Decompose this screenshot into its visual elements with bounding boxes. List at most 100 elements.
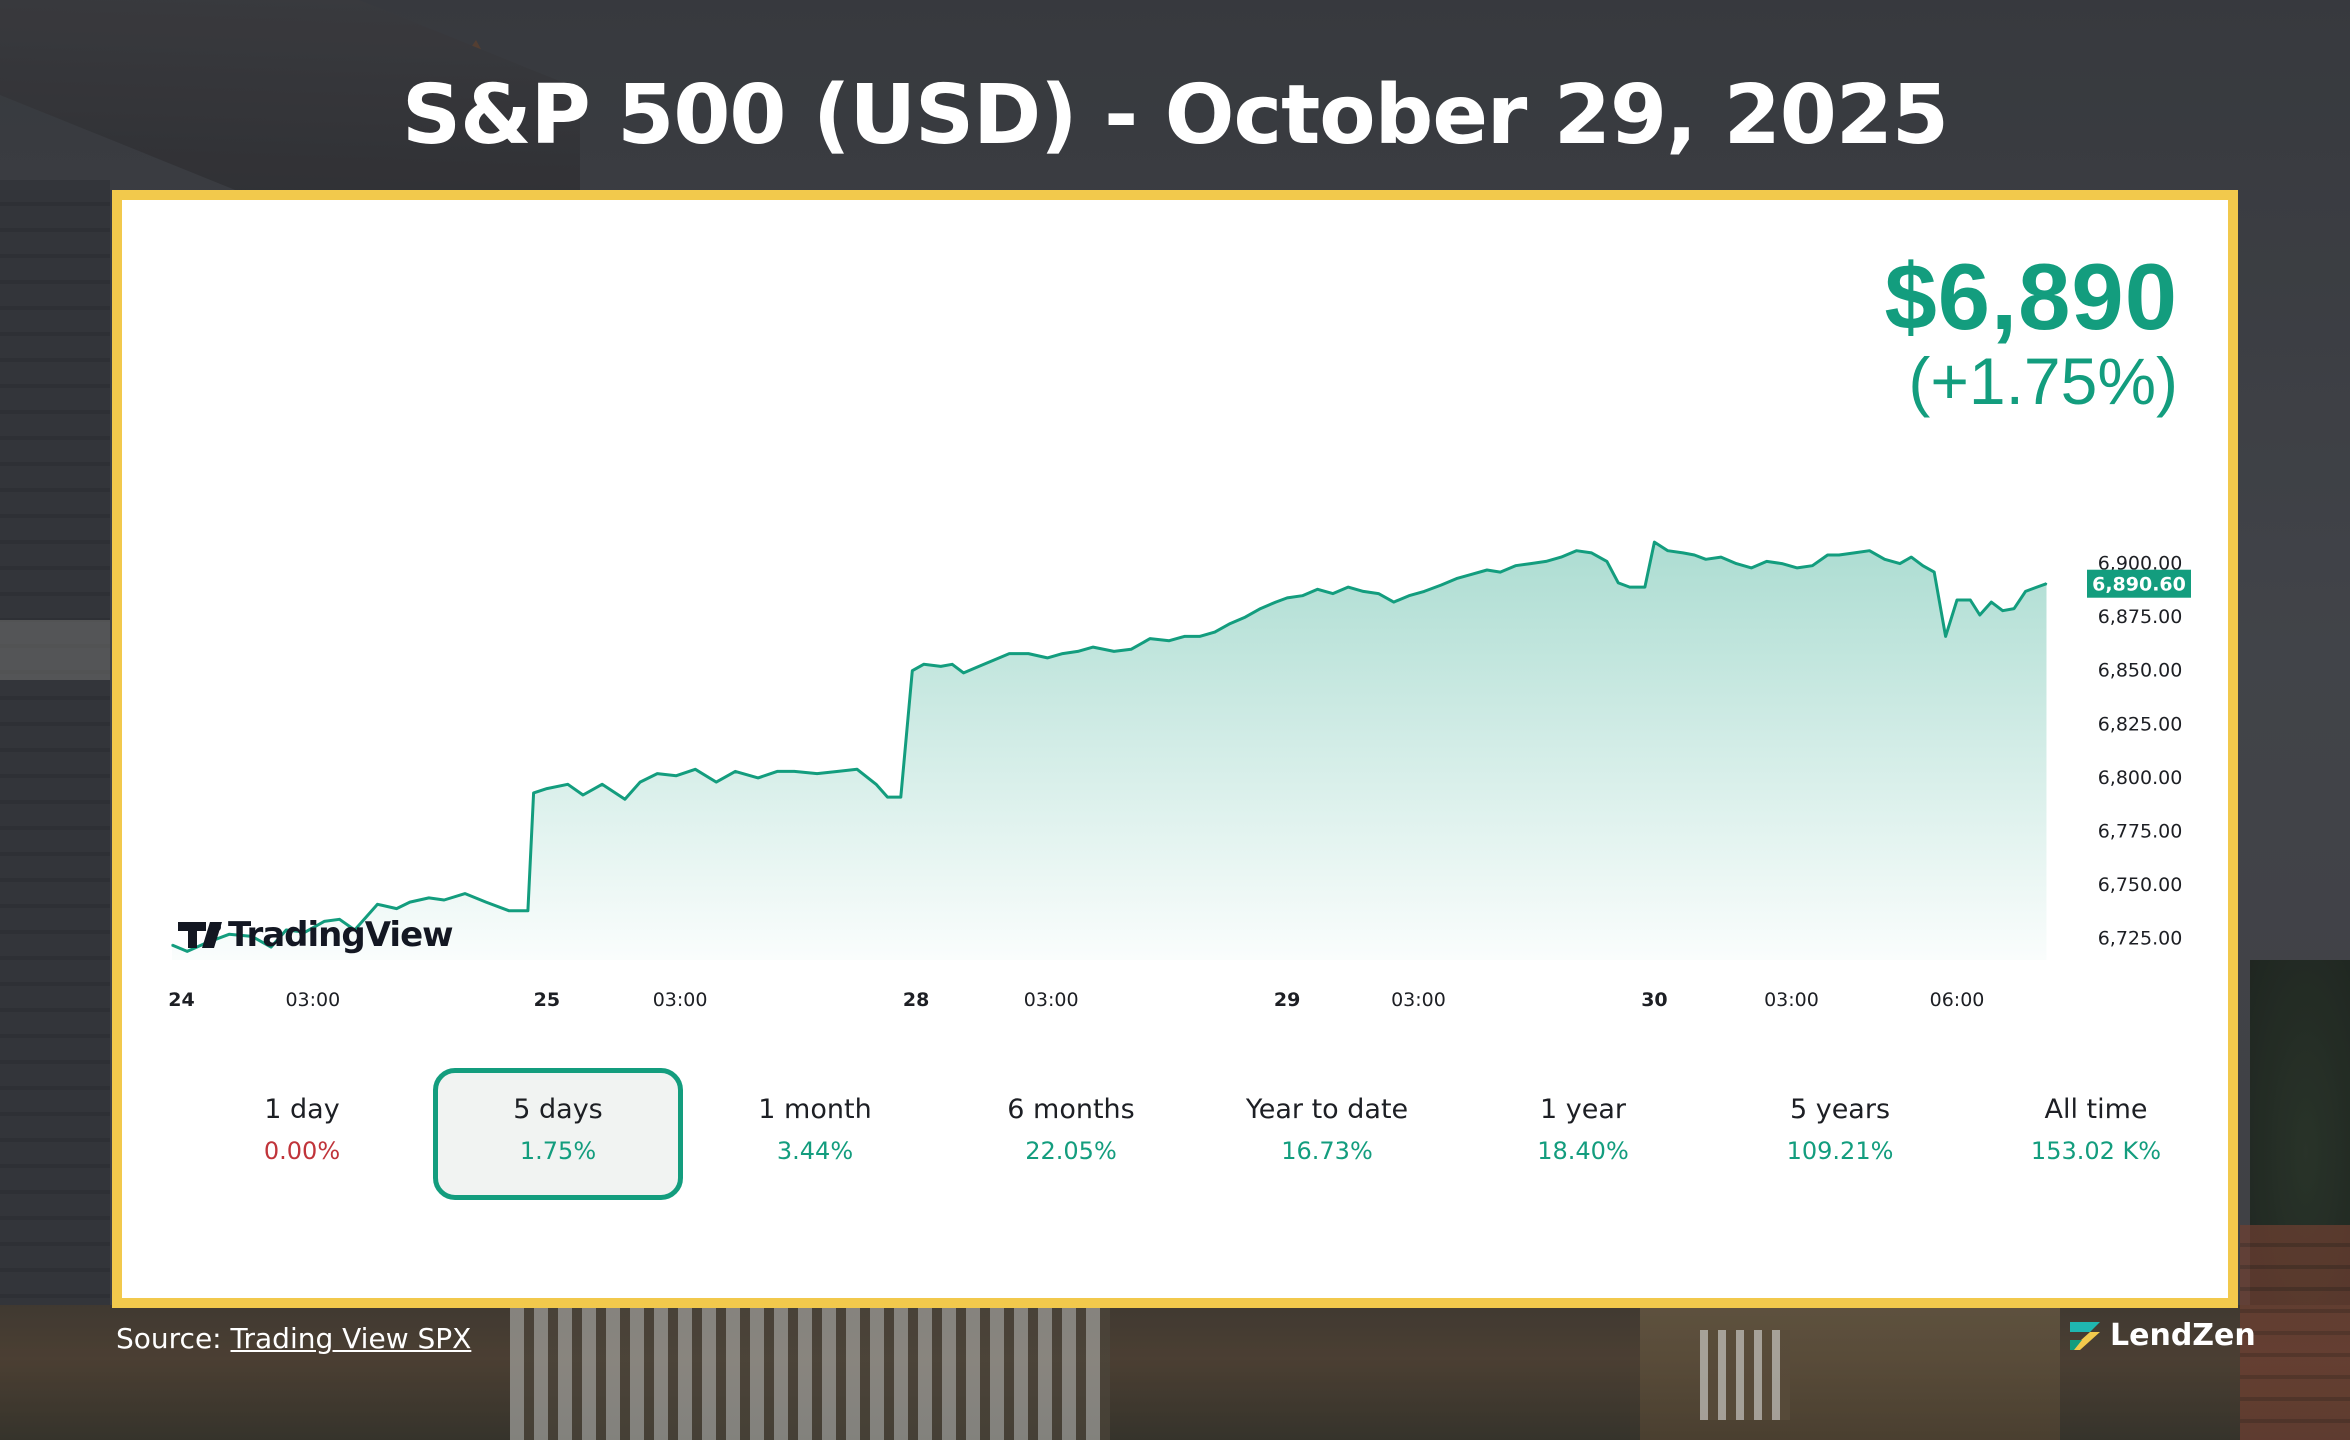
price-summary: $6,890 (+1.75%)	[1884, 250, 2178, 420]
x-tick-label: 30	[1641, 989, 1667, 1011]
x-tick-label: 03:00	[285, 989, 340, 1011]
price-point	[1377, 592, 1380, 595]
price-point	[2013, 607, 2015, 610]
price-point	[1545, 560, 1547, 563]
price-point	[715, 781, 718, 783]
current-price: $6,890	[1884, 244, 2178, 349]
price-point	[816, 772, 818, 775]
price-point	[601, 783, 603, 786]
price-point	[757, 777, 759, 779]
price-point	[837, 770, 839, 773]
source-link[interactable]: Trading View SPX	[230, 1322, 472, 1355]
price-point	[1183, 635, 1186, 638]
price-point	[1693, 554, 1696, 556]
price-point	[338, 918, 341, 921]
price-point	[2024, 590, 2027, 593]
price-point	[1910, 556, 1913, 558]
price-point	[793, 770, 796, 773]
range-tabs: 1 day 0.00% 5 days 1.75% 1 month 3.44% 6 month…	[122, 1068, 2228, 1208]
price-point	[978, 665, 980, 668]
price-point	[1347, 586, 1349, 588]
source-prefix: Source:	[116, 1322, 222, 1355]
price-point	[1408, 594, 1410, 597]
price-point	[1149, 637, 1151, 640]
x-tick-label: 03:00	[1391, 989, 1446, 1011]
tab-change-value: 109.21%	[1786, 1137, 1894, 1165]
price-point	[1392, 601, 1395, 603]
tab-label: 1 month	[758, 1094, 872, 1125]
price-point	[1826, 554, 1829, 556]
tab-change-value: 22.05%	[1025, 1137, 1117, 1165]
price-point	[285, 929, 287, 931]
price-point	[1198, 635, 1201, 638]
tab-5-years[interactable]: 5 years 109.21%	[1715, 1068, 1965, 1200]
price-point	[1575, 549, 1578, 552]
price-point	[2036, 586, 2038, 588]
price-point	[546, 787, 548, 790]
price-point	[1077, 650, 1079, 653]
price-point	[1653, 541, 1656, 543]
tab-change-value: 3.44%	[776, 1137, 854, 1165]
brand-logo: LendZen	[2068, 1318, 2256, 1353]
y-tick-label: 6,725.00	[2098, 928, 2183, 950]
price-point	[1440, 584, 1443, 586]
price-point	[1092, 646, 1094, 648]
price-point	[856, 768, 858, 771]
price-point	[962, 672, 965, 674]
price-point	[409, 901, 411, 903]
price-point	[508, 909, 510, 912]
price-point	[251, 935, 253, 938]
price-point	[1838, 554, 1840, 556]
price-point	[951, 663, 954, 666]
price-point	[1765, 560, 1768, 563]
tab-all-time[interactable]: All time 153.02 K%	[1971, 1068, 2221, 1200]
price-point	[186, 950, 189, 953]
price-point	[1316, 588, 1319, 591]
tab-label: 6 months	[1007, 1094, 1135, 1125]
price-point	[1990, 601, 1993, 603]
price-point	[1113, 650, 1115, 653]
tab-5-days[interactable]: 5 days 1.75%	[433, 1068, 683, 1200]
tab-1-year[interactable]: 1 year 18.40%	[1458, 1068, 1708, 1200]
tab-1-month[interactable]: 1 month 3.44%	[690, 1068, 940, 1200]
price-point	[900, 796, 902, 798]
price-point	[1781, 562, 1783, 565]
tab-year-to-date[interactable]: Year to date 16.73%	[1202, 1068, 1452, 1200]
y-tick-label: 6,850.00	[2098, 660, 2183, 682]
price-point	[1883, 558, 1886, 561]
price-point	[624, 798, 626, 801]
price-point	[1286, 597, 1288, 599]
x-tick-label: 25	[534, 989, 560, 1011]
price-point	[532, 792, 535, 794]
price-point	[1921, 564, 1924, 567]
tab-change-value: 153.02 K%	[2030, 1137, 2162, 1165]
tab-label: 5 years	[1789, 1094, 1891, 1125]
price-point	[776, 770, 778, 773]
price-point	[1008, 652, 1011, 655]
price-point	[1259, 607, 1262, 610]
price-point	[639, 781, 641, 783]
price-point	[1332, 592, 1334, 595]
price-point	[1868, 549, 1871, 552]
tab-6-months[interactable]: 6 months 22.05%	[946, 1068, 1196, 1200]
page-title: S&P 500 (USD) - October 29, 2025	[402, 68, 1949, 163]
price-point	[1628, 586, 1631, 588]
tab-label: All time	[2044, 1094, 2148, 1125]
price-chart: 6,725.00 6,750.00 6,775.00 6,800.00 6,825.00…	[168, 540, 2191, 1011]
price-point	[1027, 652, 1030, 655]
price-point	[443, 899, 445, 901]
y-tick-label: 6,875.00	[2098, 606, 2183, 628]
price-point	[428, 897, 430, 899]
tab-1-day[interactable]: 1 day 0.00%	[177, 1068, 427, 1200]
price-point	[1705, 558, 1707, 561]
price-point	[1933, 571, 1935, 573]
price-point	[395, 907, 398, 910]
lendzen-logo-icon	[2070, 1321, 2100, 1350]
price-point	[1944, 635, 1947, 638]
price-point	[911, 669, 914, 672]
price-area-fill	[172, 542, 2047, 960]
x-tick-label: 03:00	[1764, 989, 1819, 1011]
price-point	[734, 770, 737, 773]
price-point	[323, 920, 326, 923]
x-tick-label: 24	[168, 989, 194, 1011]
